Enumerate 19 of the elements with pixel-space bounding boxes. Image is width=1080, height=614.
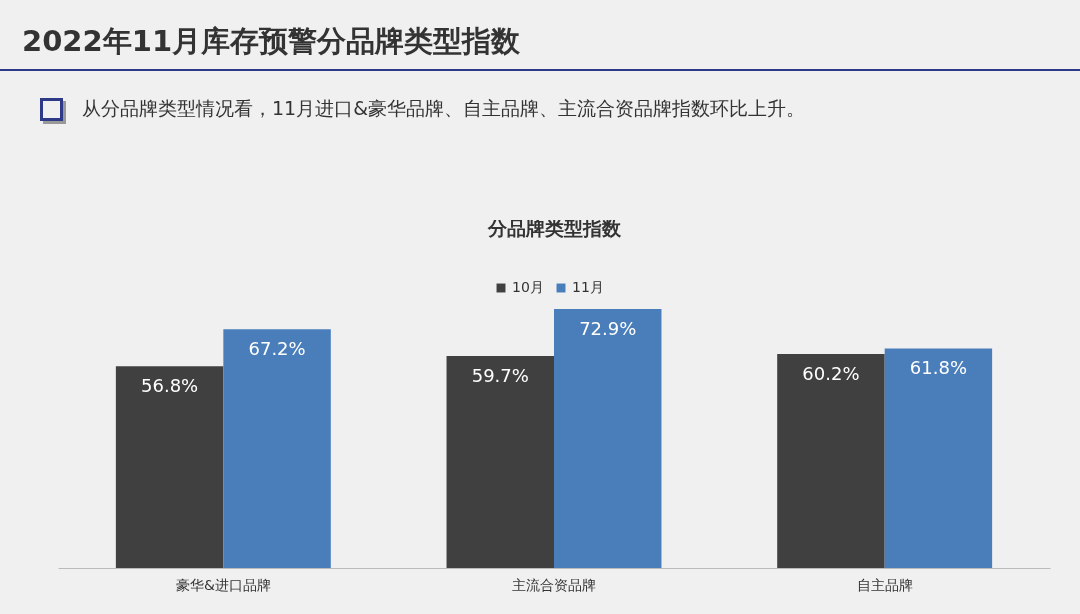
- chart-title: 2022年11月库存预警分品牌类型指数: [22, 23, 521, 60]
- bar: [777, 354, 885, 568]
- data-label: 67.2%: [248, 338, 306, 360]
- data-label: 59.7%: [471, 364, 529, 386]
- bar: [223, 329, 331, 568]
- bar: [446, 355, 554, 568]
- data-label: 60.2%: [802, 363, 860, 385]
- legend-label: 10月: [512, 279, 544, 295]
- data-label: 72.9%: [579, 318, 637, 339]
- x-tick-label: 主流合资品牌: [512, 576, 596, 593]
- bar: [115, 366, 224, 568]
- legend-label: 11月: [572, 279, 604, 295]
- bar: [884, 348, 993, 568]
- bar: [554, 309, 662, 568]
- x-tick-label: 自主品牌: [856, 576, 913, 593]
- data-label: 56.8%: [141, 375, 199, 397]
- chart-subtitle: 从分品牌类型情况看，11月进口&豪华品牌、自主品牌、主流合资品牌指数环比上升。: [82, 96, 805, 121]
- x-tick-label: 豪华&进口品牌: [175, 576, 271, 593]
- data-label: 61.8%: [909, 357, 967, 379]
